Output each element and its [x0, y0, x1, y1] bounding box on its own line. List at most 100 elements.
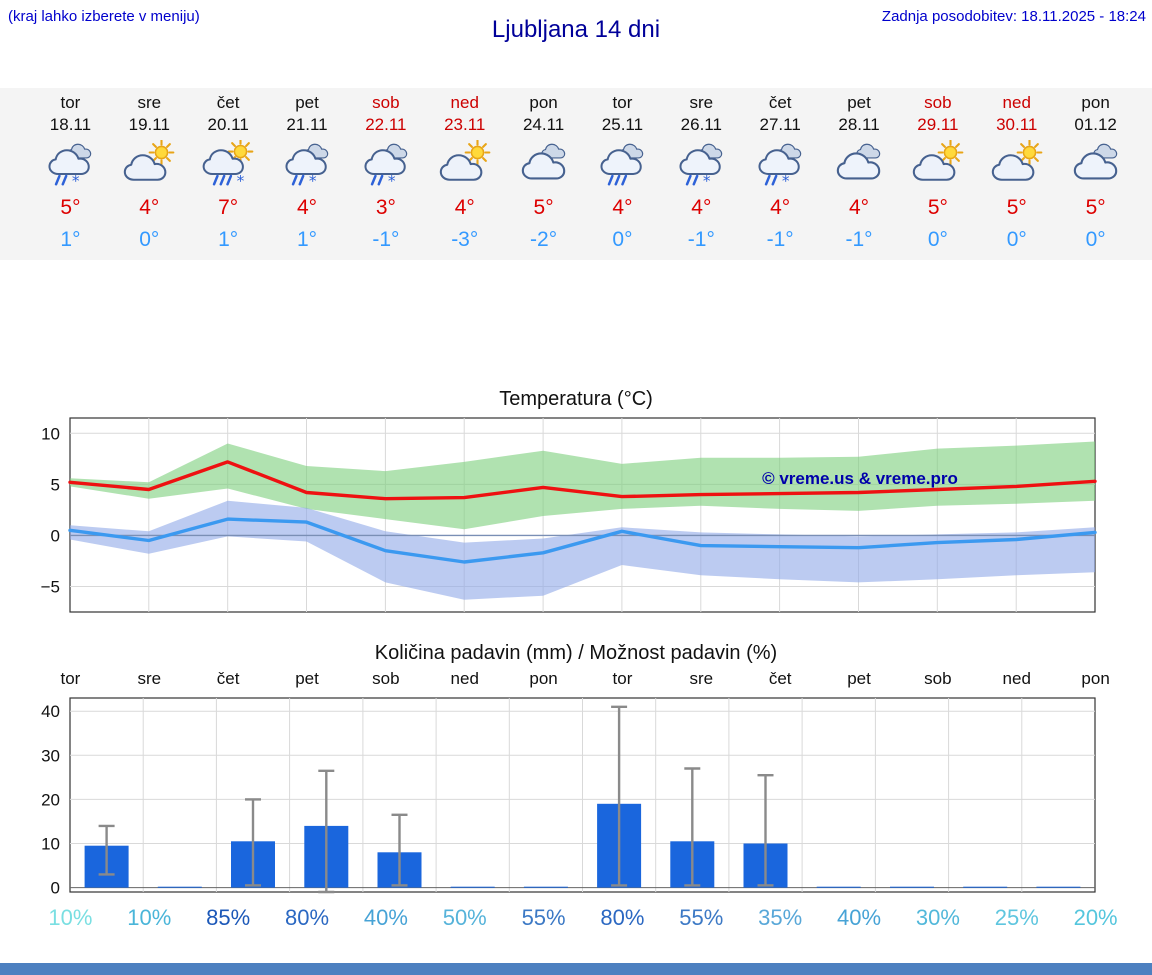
forecast-day-column: pon 01.12 5° 0°: [1056, 88, 1135, 260]
min-temperature: -1°: [766, 228, 794, 251]
forecast-day-column: ned 30.11 5° 0°: [977, 88, 1056, 260]
min-temperature: 0°: [927, 228, 948, 251]
precip-bar: [1036, 886, 1081, 888]
min-temperature-line: [68, 517, 1097, 564]
day-date: 25.11: [601, 115, 644, 134]
precip-error-bar: [684, 767, 701, 887]
precip-bar: [523, 886, 568, 888]
rain-drops-icon-part: [608, 174, 628, 186]
min-temperature: 1°: [60, 228, 81, 251]
precip-probability: 40%: [837, 905, 882, 930]
forecast-day-column: sob 22.11 * 3° -1°: [346, 88, 425, 260]
min-temperature: -3°: [451, 228, 479, 251]
weather-icon-cell: [425, 140, 504, 192]
day-name: ned: [1002, 93, 1031, 112]
rain-drops-icon-part: *: [55, 172, 80, 190]
precip-y-tick: 20: [41, 790, 60, 809]
forecast-day-column: pet 28.11 4° -1°: [820, 88, 899, 260]
svg-text:*: *: [309, 172, 317, 190]
weather-icon-cell: *: [662, 140, 741, 192]
weather-icon-cell: *: [741, 140, 820, 192]
rain-icon: [600, 143, 644, 186]
max-temperature: 4°: [612, 196, 633, 219]
precip-day-label: čet: [768, 669, 792, 688]
temperature-chart: 10 5 0 −5 © vreme.us & vreme.pro: [41, 417, 1097, 613]
partly-sunny-icon: [439, 140, 491, 181]
weather-icon-cell: [583, 140, 662, 192]
day-name: pon: [1081, 93, 1110, 112]
max-temperature-range-band: [70, 441, 1095, 530]
footer-bar: [0, 963, 1152, 975]
precip-day-label: pet: [847, 669, 871, 688]
precip-probability: 40%: [363, 905, 408, 930]
rain-drops-icon-part: *: [212, 172, 245, 190]
day-name: čet: [768, 93, 792, 112]
min-temperature-range-band: [70, 500, 1095, 600]
location-menu-hint: (kraj lahko izberete v meniju): [8, 8, 200, 25]
precip-probability: 10%: [127, 905, 172, 930]
rain-sun-icon: *: [202, 140, 254, 190]
precip-y-tick: 0: [51, 879, 60, 898]
min-temperature: 0°: [1006, 228, 1027, 251]
precip-probability: 80%: [284, 905, 330, 930]
forecast-day-column: čet 27.11 * 4° -1°: [741, 88, 820, 260]
min-temperature: 1°: [218, 228, 239, 251]
rain-drops-icon-part: *: [764, 172, 790, 190]
temp-y-tick: 5: [51, 475, 60, 494]
svg-text:*: *: [237, 172, 245, 190]
day-date: 29.11: [917, 115, 959, 134]
partly-sunny-icon: [912, 140, 964, 181]
precip-probability: 55%: [679, 905, 724, 930]
rain-sleet-icon: *: [364, 143, 408, 190]
max-temperature: 5°: [533, 196, 554, 219]
day-name: pet: [295, 93, 319, 112]
precip-probability: 50%: [442, 905, 487, 930]
max-temperature: 5°: [1006, 196, 1027, 219]
precip-probability: 20%: [1073, 905, 1118, 930]
min-temperature: 0°: [1085, 228, 1106, 251]
precip-bar: [450, 886, 495, 888]
max-temperature: 4°: [848, 196, 870, 219]
rain-sleet-icon: *: [285, 143, 329, 190]
day-name: tor: [612, 93, 633, 112]
min-temperature: 1°: [296, 228, 318, 251]
temp-y-tick: 0: [51, 526, 60, 545]
precip-probability: 35%: [758, 905, 803, 930]
forecast-day-column: ned 23.11 4° -3°: [425, 88, 504, 260]
precip-chart-title: Količina padavin (mm) / Možnost padavin …: [374, 642, 778, 664]
precip-error-bar: [757, 773, 774, 887]
day-date: 23.11: [444, 115, 486, 134]
max-temperature: 5°: [927, 196, 948, 219]
precip-bar: [157, 886, 202, 888]
forecast-day-column: pon 24.11 5° -2°: [504, 88, 583, 260]
precip-day-label: ned: [1002, 669, 1031, 688]
weather-icon-cell: [110, 140, 189, 192]
precip-day-label: ned: [450, 669, 479, 688]
rain-sleet-icon: *: [48, 143, 92, 190]
last-update-timestamp: Zadnja posodobitev: 18.11.2025 - 18:24: [881, 8, 1146, 25]
precip-error-bar: [318, 769, 335, 894]
cloudy-icon: [521, 143, 565, 180]
day-name: sob: [924, 93, 952, 112]
forecast-day-column: tor 18.11 * 5° 1°: [31, 88, 110, 260]
forecast-day-column: pet 21.11 * 4° 1°: [268, 88, 347, 260]
svg-text:*: *: [388, 172, 396, 190]
precip-y-tick: 10: [41, 835, 60, 854]
day-name: sre: [137, 93, 162, 112]
weather-icon-cell: [504, 140, 583, 192]
min-temperature: 0°: [139, 228, 160, 251]
watermark-link[interactable]: © vreme.us & vreme.pro: [762, 469, 958, 488]
day-date: 28.11: [838, 115, 880, 134]
forecast-day-column: tor 25.11 4° 0°: [583, 88, 662, 260]
rain-sleet-icon: *: [679, 143, 723, 190]
weather-icon-cell: [898, 140, 977, 192]
max-temperature: 4°: [770, 196, 791, 219]
precip-y-tick: 40: [41, 702, 60, 721]
weather-icon-cell: *: [189, 140, 268, 192]
weather-icon-cell: *: [268, 140, 347, 192]
sun-icon-part: [1016, 140, 1043, 166]
forecast-day-column: sre 26.11 * 4° -1°: [662, 88, 741, 260]
day-name: pon: [529, 93, 558, 112]
precip-day-label: tor: [612, 669, 633, 688]
rain-drops-icon-part: *: [370, 172, 396, 190]
